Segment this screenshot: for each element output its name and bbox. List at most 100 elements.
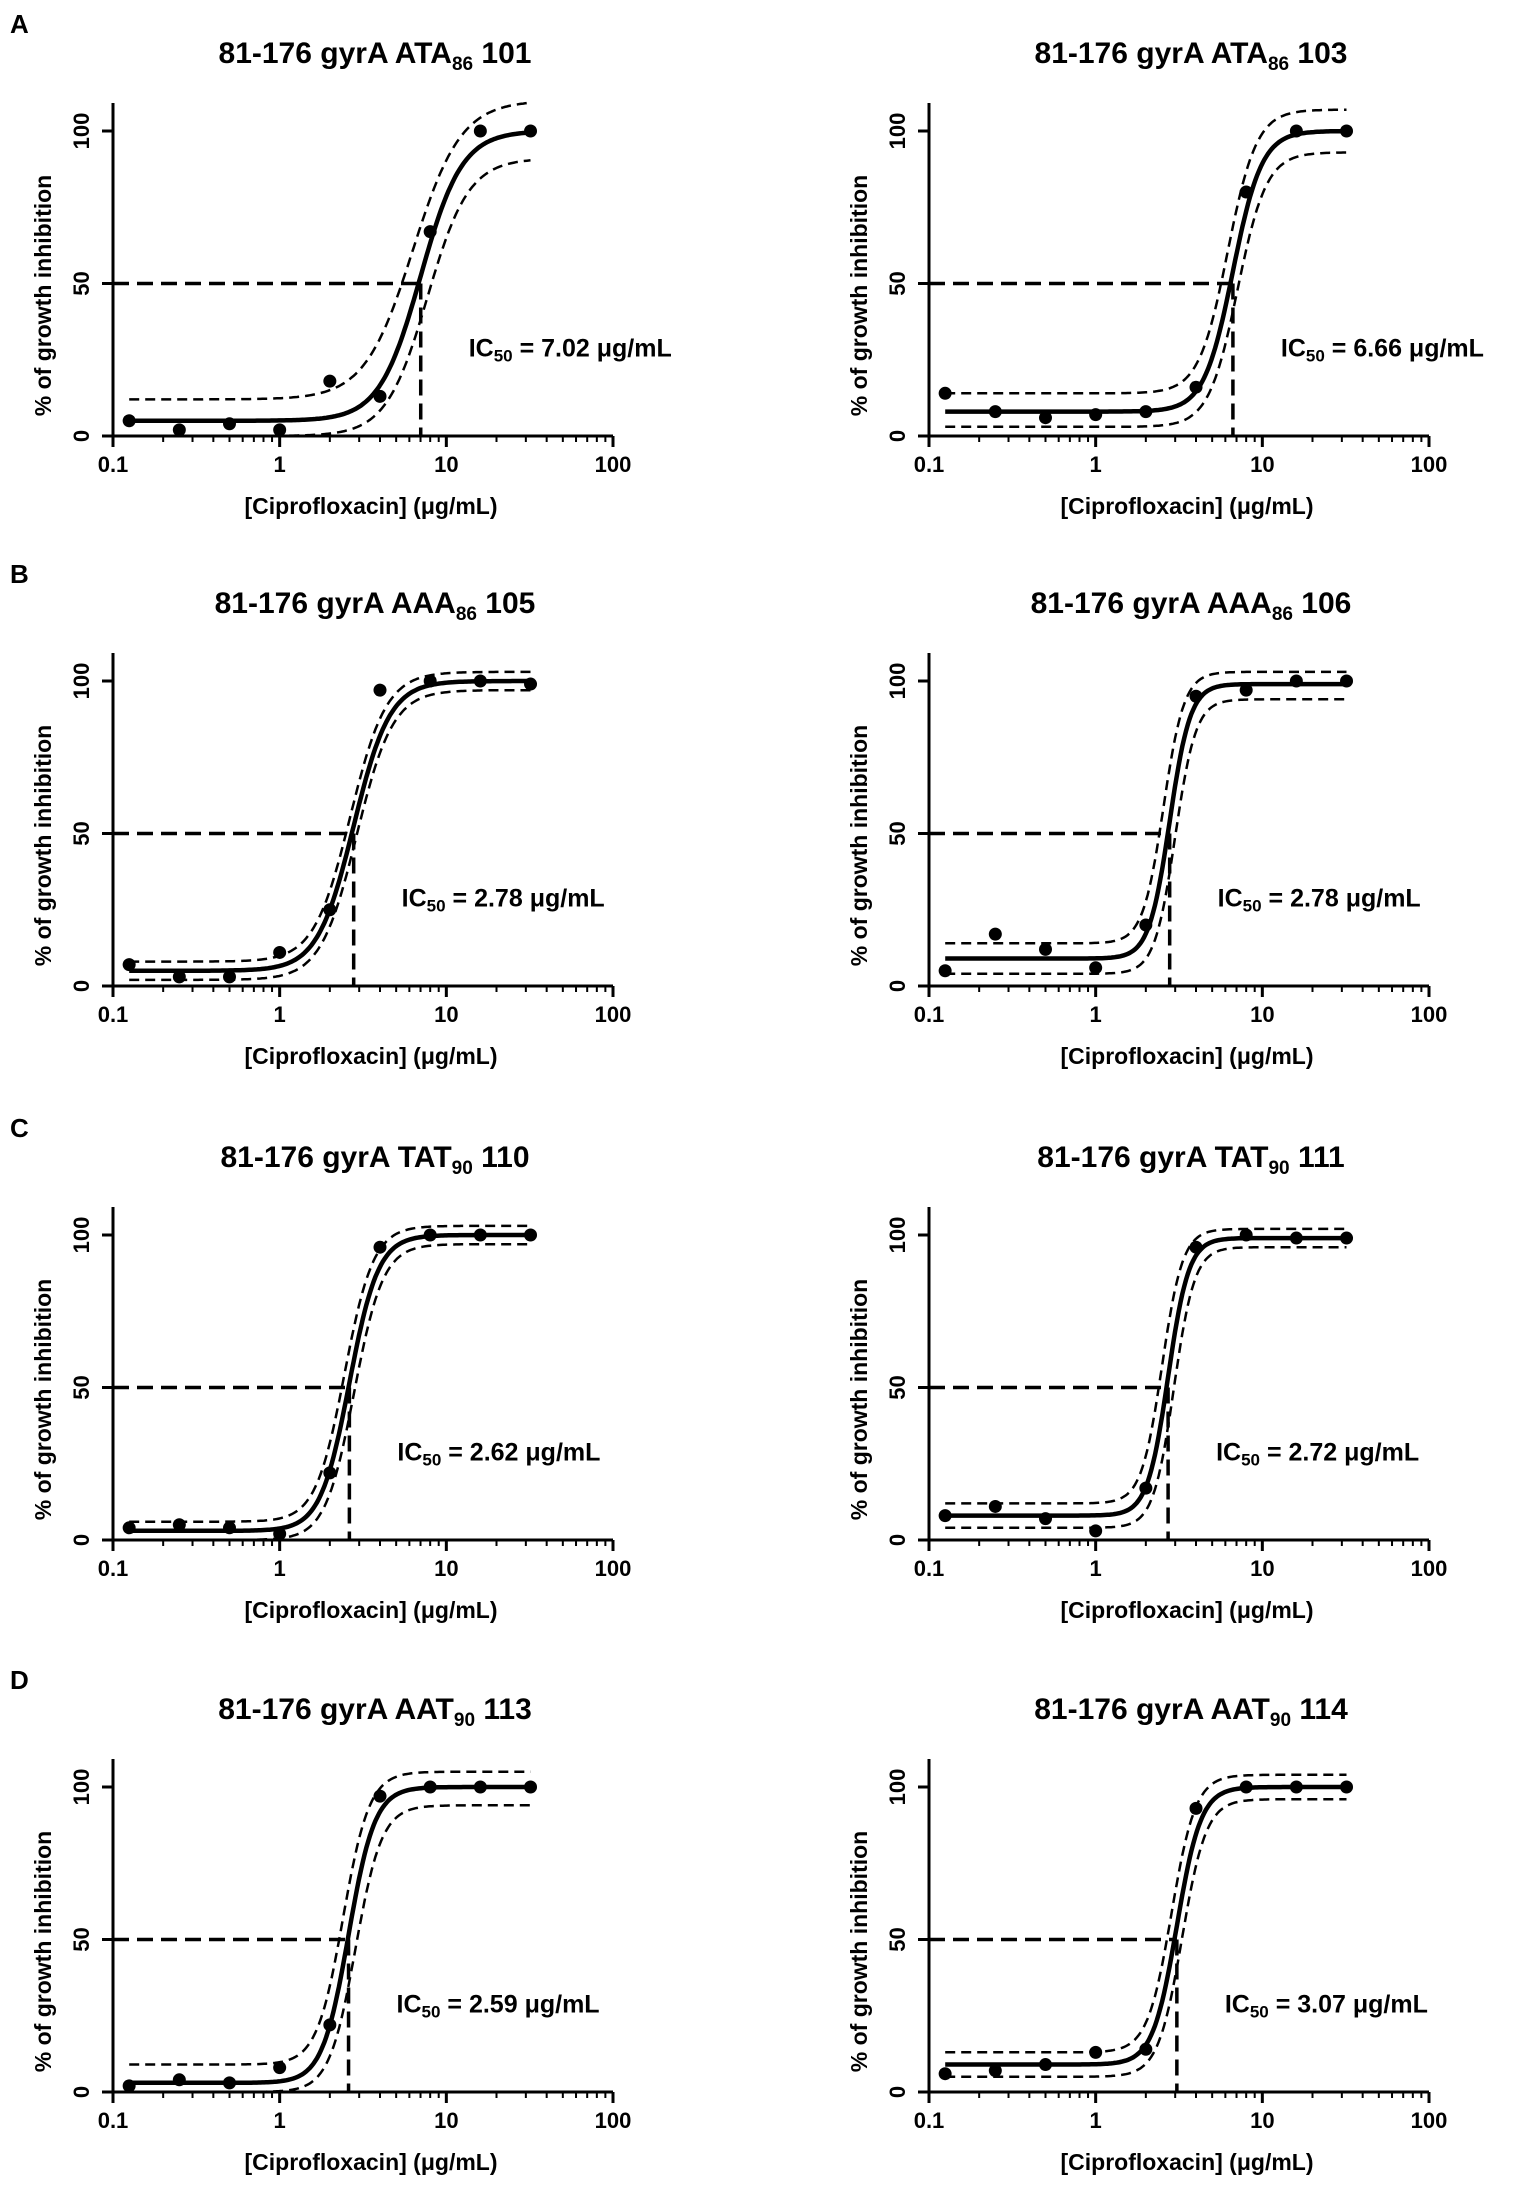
ic50-label-subscript: 50	[494, 347, 513, 366]
fit-curve	[945, 1235, 1347, 1518]
x-tick-label: 10	[1250, 1556, 1274, 1581]
confidence-band-lower	[129, 159, 531, 438]
x-tick-label: 100	[595, 2108, 632, 2133]
ic50-label-value: = 7.02 μg/mL	[513, 335, 672, 363]
chart-title-subscript: 86	[456, 604, 477, 625]
x-tick-label: 10	[434, 2108, 458, 2133]
ic50-label: IC50 = 2.62 μg/mL	[397, 1439, 600, 1470]
data-point	[1189, 380, 1203, 394]
data-point	[524, 124, 538, 138]
y-axis-label: % of growth inhibition	[30, 1279, 56, 1520]
chart-title-subscript: 86	[1268, 54, 1289, 75]
data-point	[1239, 1228, 1253, 1242]
data-point	[1139, 1481, 1153, 1495]
confidence-band-lower	[945, 151, 1347, 429]
ic50-label: IC50 = 2.78 μg/mL	[402, 885, 605, 916]
confidence-band-upper	[129, 1224, 531, 1523]
y-tick-label: 100	[69, 663, 94, 700]
data-point	[1089, 961, 1103, 975]
chart-title: 81-176 gyrA ATA86 101	[219, 37, 532, 75]
y-tick-label: 0	[885, 430, 910, 442]
y-tick-label: 0	[885, 1534, 910, 1546]
fit-curve	[129, 678, 531, 973]
chart-title-suffix: 110	[473, 1141, 530, 1174]
x-tick-label: 100	[1411, 1556, 1448, 1581]
chart-title-subscript: 90	[452, 1158, 473, 1179]
chart-title-main: 81-176 gyrA AAT	[218, 1693, 454, 1726]
chart-title-suffix: 103	[1289, 37, 1347, 70]
x-axis-label: [Ciprofloxacin] (μg/mL)	[1061, 1043, 1314, 1069]
confidence-band-lower	[129, 688, 531, 982]
data-point	[273, 945, 287, 959]
y-axis-label: % of growth inhibition	[846, 175, 872, 416]
y-axis-label: % of growth inhibition	[30, 725, 56, 966]
x-tick-label: 0.1	[914, 452, 945, 477]
chart-3: B 81-176 gyrA AAA86 105 0.1 1 10 100 0 50 100 [Ci…	[10, 559, 631, 1069]
chart-title-main: 81-176 gyrA AAT	[1034, 1693, 1270, 1726]
data-point	[1289, 124, 1303, 138]
data-point	[1289, 674, 1303, 688]
chart-title-suffix: 101	[473, 37, 531, 70]
data-point	[524, 677, 538, 691]
data-point	[373, 1789, 387, 1803]
panel-letter: B	[10, 559, 29, 589]
data-point	[373, 683, 387, 697]
x-tick-label: 10	[434, 1002, 458, 1027]
data-point	[323, 1466, 337, 1480]
x-tick-label: 10	[434, 1556, 458, 1581]
data-point	[423, 674, 437, 688]
fit-curve	[945, 681, 1347, 961]
confidence-band-lower	[945, 1245, 1347, 1530]
data-point	[1289, 1231, 1303, 1245]
x-axis-label: [Ciprofloxacin] (μg/mL)	[245, 2149, 498, 2175]
data-point	[423, 1780, 437, 1794]
x-tick-label: 100	[1411, 2108, 1448, 2133]
y-tick-label: 100	[69, 1217, 94, 1254]
y-tick-label: 50	[69, 821, 94, 845]
data-point	[222, 417, 236, 431]
data-point	[1189, 1240, 1203, 1254]
x-axis-label: [Ciprofloxacin] (μg/mL)	[245, 1597, 498, 1623]
data-point	[938, 2067, 952, 2081]
confidence-band-upper	[945, 1227, 1347, 1505]
ic50-label-subscript: 50	[1250, 2003, 1269, 2022]
ic50-label-subscript: 50	[427, 897, 446, 916]
data-point	[938, 1509, 952, 1523]
chart-4: 81-176 gyrA AAA86 106 0.1 1 10 100 0 50 100 [Cip…	[846, 587, 1447, 1069]
x-tick-label: 1	[274, 1556, 286, 1581]
ic50-label-subscript: 50	[422, 1451, 441, 1470]
x-tick-label: 1	[1090, 1556, 1102, 1581]
x-axis-label: [Ciprofloxacin] (μg/mL)	[1061, 1597, 1314, 1623]
confidence-band-lower	[129, 1804, 531, 2094]
y-axis-label: % of growth inhibition	[846, 1831, 872, 2072]
data-point	[323, 903, 337, 917]
chart-title-suffix: 106	[1293, 587, 1351, 620]
ic50-label-value: = 3.07 μg/mL	[1269, 1991, 1428, 2019]
fit-curve	[945, 128, 1347, 414]
x-tick-label: 10	[1250, 1002, 1274, 1027]
data-point	[172, 970, 186, 984]
confidence-band-upper	[945, 670, 1347, 945]
data-point	[222, 1521, 236, 1535]
confidence-band-upper	[945, 108, 1347, 395]
data-point	[938, 964, 952, 978]
data-point	[222, 970, 236, 984]
chart-title: 81-176 gyrA TAT90 111	[1037, 1141, 1344, 1179]
x-tick-label: 0.1	[914, 1556, 945, 1581]
x-tick-label: 0.1	[98, 1002, 129, 1027]
ic50-label: IC50 = 7.02 μg/mL	[469, 335, 672, 366]
data-point	[524, 1228, 538, 1242]
x-tick-label: 1	[1090, 2108, 1102, 2133]
ic50-label: IC50 = 6.66 μg/mL	[1281, 335, 1484, 366]
data-point	[1289, 1780, 1303, 1794]
y-tick-label: 50	[69, 271, 94, 295]
data-point	[122, 2079, 136, 2093]
data-point	[222, 2076, 236, 2090]
ic50-label: IC50 = 2.72 μg/mL	[1216, 1439, 1419, 1470]
data-point	[122, 1521, 136, 1535]
chart-title-main: 81-176 gyrA TAT	[1037, 1141, 1268, 1174]
data-point	[1139, 405, 1153, 419]
fit-curve	[129, 1232, 531, 1534]
data-point	[1239, 185, 1253, 199]
